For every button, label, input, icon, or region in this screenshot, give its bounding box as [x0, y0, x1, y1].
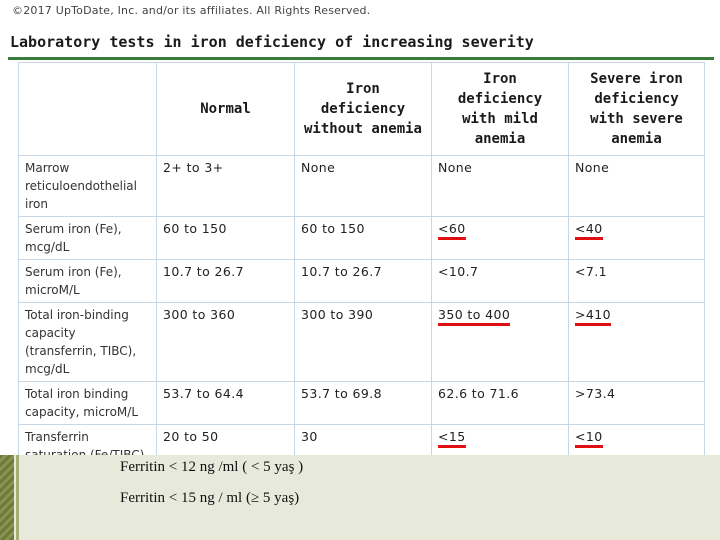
ferritin-note-5-and-over: Ferritin < 15 ng / ml (≥ 5 yaş)	[120, 490, 300, 506]
cell-value: 300 to 360	[156, 302, 295, 382]
cell-value: None	[431, 155, 569, 217]
cell-value: None	[294, 155, 432, 217]
row-label: Serum iron (Fe), microM/L	[18, 259, 157, 303]
copyright-notice: ©2017 UpToDate, Inc. and/or its affiliat…	[12, 4, 371, 17]
cell-value: None	[568, 155, 705, 217]
cell-value: 62.6 to 71.6	[431, 381, 569, 425]
table-row: Serum iron (Fe), mcg/dL 60 to 150 60 to …	[18, 216, 705, 260]
row-label: Marrow reticuloendothelial iron	[18, 155, 157, 217]
title-divider	[8, 57, 714, 60]
highlighted-value: >410	[575, 307, 611, 326]
highlighted-value: <60	[438, 221, 466, 240]
cell-value: >73.4	[568, 381, 705, 425]
cell-value: 60 to 150	[294, 216, 432, 260]
table-row: Total iron binding capacity, microM/L 53…	[18, 381, 705, 425]
cell-value: 300 to 390	[294, 302, 432, 382]
notes-band	[0, 455, 720, 540]
table-row: Marrow reticuloendothelial iron 2+ to 3+…	[18, 155, 705, 217]
header-mild-anemia: Iron deficiency with mild anemia	[431, 62, 569, 156]
cell-value: 60 to 150	[156, 216, 295, 260]
cell-value: 10.7 to 26.7	[294, 259, 432, 303]
highlighted-value: <10	[575, 429, 603, 448]
cell-value: 53.7 to 69.8	[294, 381, 432, 425]
row-label: Serum iron (Fe), mcg/dL	[18, 216, 157, 260]
highlighted-value: <40	[575, 221, 603, 240]
lab-tests-table: Normal Iron deficiency without anemia Ir…	[18, 62, 705, 486]
header-cell-empty	[18, 62, 157, 156]
header-normal: Normal	[156, 62, 295, 156]
cell-value: 53.7 to 64.4	[156, 381, 295, 425]
cell-value: 10.7 to 26.7	[156, 259, 295, 303]
row-label: Total iron binding capacity, microM/L	[18, 381, 157, 425]
highlighted-value: <15	[438, 429, 466, 448]
cell-value: <40	[568, 216, 705, 260]
decorative-accent-line	[16, 455, 19, 540]
row-label: Total iron-binding capacity (transferrin…	[18, 302, 157, 382]
table-header-row: Normal Iron deficiency without anemia Ir…	[18, 62, 705, 156]
cell-value: >410	[568, 302, 705, 382]
cell-value: <10.7	[431, 259, 569, 303]
highlighted-value: 350 to 400	[438, 307, 511, 326]
ferritin-note-under-5: Ferritin < 12 ng /ml ( < 5 yaş )	[120, 459, 304, 475]
cell-value: <7.1	[568, 259, 705, 303]
cell-value: 2+ to 3+	[156, 155, 295, 217]
header-without-anemia: Iron deficiency without anemia	[294, 62, 432, 156]
table-row: Serum iron (Fe), microM/L 10.7 to 26.7 1…	[18, 259, 705, 303]
header-severe-anemia: Severe iron deficiency with severe anemi…	[568, 62, 705, 156]
page-title: Laboratory tests in iron deficiency of i…	[10, 33, 534, 51]
cell-value: <60	[431, 216, 569, 260]
decorative-accent-bar	[0, 455, 14, 540]
table-row: Total iron-binding capacity (transferrin…	[18, 302, 705, 382]
cell-value: 350 to 400	[431, 302, 569, 382]
